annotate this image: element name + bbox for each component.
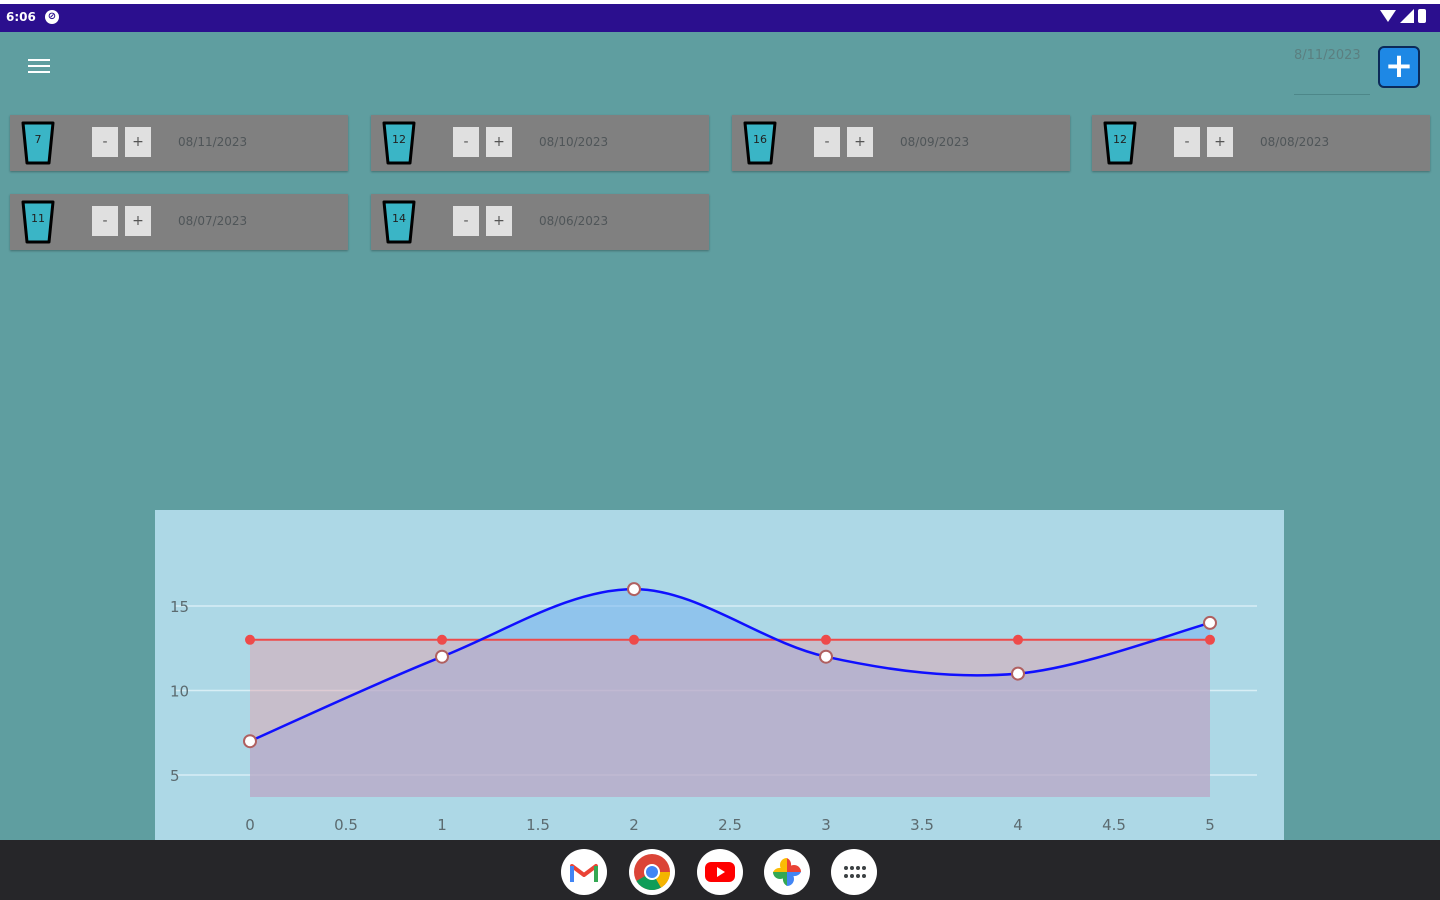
entry-date: 08/06/2023	[539, 214, 609, 228]
increment-button[interactable]: +	[1207, 127, 1233, 157]
menu-icon[interactable]	[28, 59, 50, 75]
cup-icon	[1103, 121, 1137, 165]
y-tick-label: 15	[170, 598, 189, 616]
actual-point	[1203, 615, 1217, 630]
x-tick-label: 1	[437, 816, 447, 834]
actual-point	[243, 734, 257, 749]
entry-date: 08/08/2023	[1260, 135, 1330, 149]
entry-card: 16 - + 08/09/2023	[732, 115, 1070, 171]
x-tick-label: 2	[629, 816, 639, 834]
entry-card: 14 - + 08/06/2023	[371, 194, 709, 250]
entry-card: 12 - + 08/10/2023	[371, 115, 709, 171]
entry-date: 08/11/2023	[178, 135, 248, 149]
increment-button[interactable]: +	[847, 127, 873, 157]
youtube-icon[interactable]	[697, 849, 743, 895]
x-tick-label: 2.5	[718, 816, 742, 834]
entry-card: 12 - + 08/08/2023	[1092, 115, 1430, 171]
x-tick-label: 1.5	[526, 816, 550, 834]
y-tick-label: 5	[170, 767, 180, 785]
goal-point	[245, 634, 255, 645]
actual-point	[435, 649, 449, 664]
chrome-icon[interactable]	[629, 849, 675, 895]
entry-card: 7 - + 08/11/2023	[10, 115, 348, 171]
x-tick-label: 4.5	[1102, 816, 1126, 834]
actual-line	[249, 587, 1211, 743]
entry-count: 12	[1113, 133, 1127, 146]
wifi-icon	[1380, 10, 1396, 22]
entry-count: 14	[392, 212, 406, 225]
decrement-button[interactable]: -	[453, 127, 479, 157]
line-chart: 5 10 15 0 0.5 1 1.5 2 2.5 3 3.5 4 4.5 5	[170, 582, 1257, 834]
date-field-value: 8/11/2023	[1294, 48, 1361, 63]
decrement-button[interactable]: -	[92, 127, 118, 157]
status-time: 6:06	[6, 10, 36, 24]
battery-icon	[1418, 9, 1426, 23]
cup-icon	[21, 200, 55, 244]
status-bar: 6:06 ⊘	[0, 0, 1440, 32]
actual-point	[819, 649, 833, 664]
x-tick-label: 3	[821, 816, 831, 834]
decrement-button[interactable]: -	[1174, 127, 1200, 157]
add-button[interactable]: +	[1378, 46, 1420, 88]
decrement-button[interactable]: -	[814, 127, 840, 157]
goal-area	[250, 639, 1210, 797]
entry-date: 08/07/2023	[178, 214, 248, 228]
x-tick-label: 5	[1205, 816, 1215, 834]
actual-area	[250, 589, 1210, 797]
nav-bar	[0, 840, 1440, 900]
sync-icon: ⊘	[45, 10, 59, 24]
cup-icon	[382, 121, 416, 165]
x-tick-label: 0	[245, 816, 255, 834]
app-drawer-icon[interactable]	[831, 849, 877, 895]
y-tick-label: 10	[170, 683, 189, 701]
cup-icon	[743, 121, 777, 165]
entry-count: 12	[392, 133, 406, 146]
entry-count: 16	[753, 133, 767, 146]
goal-point	[629, 634, 639, 645]
increment-button[interactable]: +	[125, 206, 151, 236]
increment-button[interactable]: +	[125, 127, 151, 157]
increment-button[interactable]: +	[486, 206, 512, 236]
x-tick-label: 3.5	[910, 816, 934, 834]
entry-card: 11 - + 08/07/2023	[10, 194, 348, 250]
goal-point	[821, 634, 831, 645]
x-tick-label: 4	[1013, 816, 1023, 834]
actual-point	[1011, 666, 1025, 681]
entry-date: 08/10/2023	[539, 135, 609, 149]
entry-date: 08/09/2023	[900, 135, 970, 149]
cup-icon	[382, 200, 416, 244]
photos-icon[interactable]	[764, 849, 810, 895]
x-tick-label: 0.5	[334, 816, 358, 834]
entry-count: 11	[31, 212, 45, 225]
decrement-button[interactable]: -	[92, 206, 118, 236]
goal-point	[1013, 634, 1023, 645]
entry-count: 7	[34, 133, 42, 146]
gmail-icon[interactable]	[561, 849, 607, 895]
cup-icon	[21, 121, 55, 165]
increment-button[interactable]: +	[486, 127, 512, 157]
goal-point	[437, 634, 447, 645]
signal-icon	[1400, 9, 1414, 23]
chart-panel: 5 10 15 0 0.5 1 1.5 2 2.5 3 3.5 4 4.5 5	[155, 510, 1284, 840]
goal-point	[1205, 634, 1215, 645]
actual-point	[627, 582, 641, 597]
decrement-button[interactable]: -	[453, 206, 479, 236]
status-icons	[1380, 9, 1426, 23]
date-field[interactable]: 8/11/2023	[1294, 46, 1370, 95]
